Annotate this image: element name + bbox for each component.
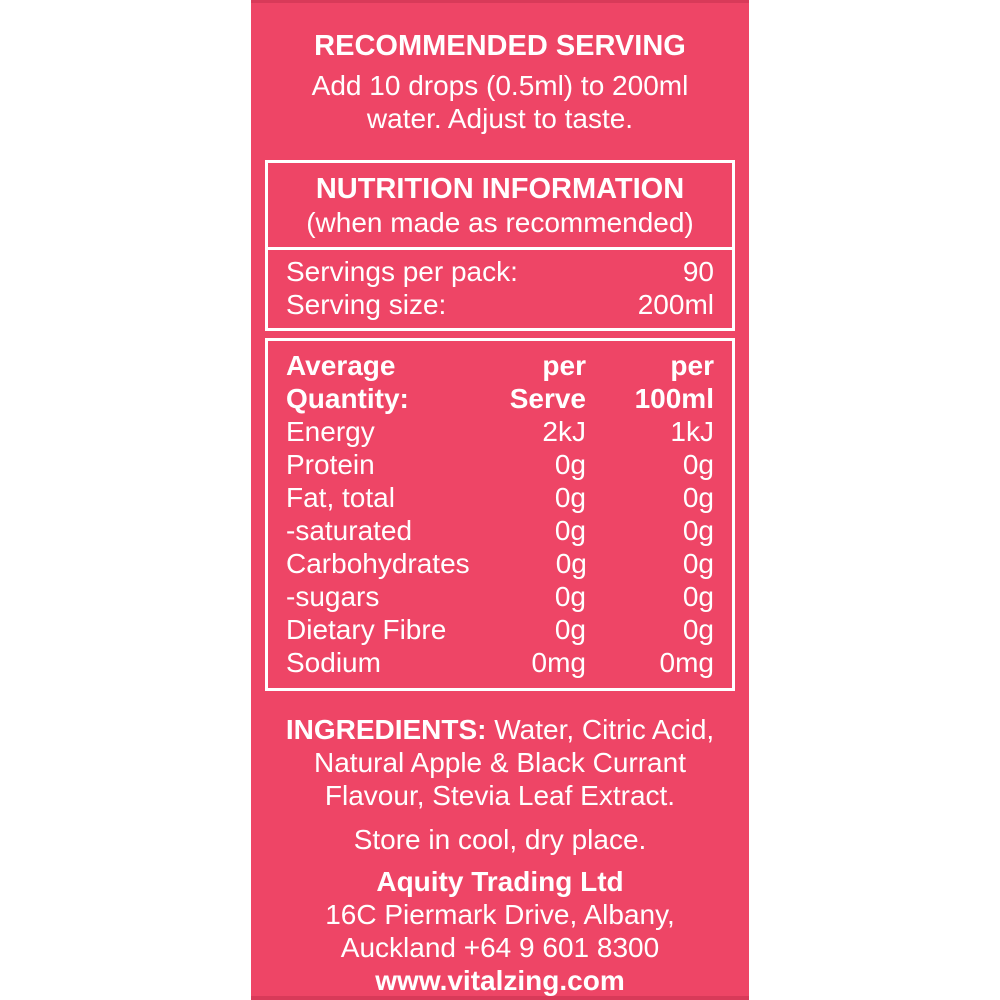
header-per-100ml-2: 100ml [634,383,714,414]
ingredients-section: INGREDIENTS: Water, Citric Acid, Natural… [251,713,749,812]
servings-per-pack-row: Servings per pack: 90 [286,255,714,288]
serving-size-row: Serving size: 200ml [286,288,714,321]
ingredients-line3: Flavour, Stevia Leaf Extract. [324,780,676,811]
row-per-100ml: 0mg [659,647,714,678]
distributor-name: Aquity Trading Ltd [376,866,624,897]
ingredients-label: INGREDIENTS: [285,714,487,745]
distributor-address-line2: Auckland +64 9 601 8300 [340,932,660,963]
row-per-100ml: 1kJ [670,416,714,447]
servings-rows: Servings per pack: 90 Serving size: 200m… [268,250,732,328]
servings-per-pack-value: 90 [682,256,714,287]
table-row: Protein 0g 0g [286,448,714,481]
row-per-serve: 2kJ [542,416,586,447]
storage-instructions: Store in cool, dry place. [353,824,647,855]
recommended-serving-section: RECOMMENDED SERVING Add 10 drops (0.5ml)… [251,30,749,135]
nutrition-information-title: NUTRITION INFORMATION [315,173,685,205]
product-label: RECOMMENDED SERVING Add 10 drops (0.5ml)… [251,0,749,1000]
table-row: Sodium 0mg 0mg [286,646,714,679]
row-per-100ml: 0g [682,581,714,612]
row-per-serve: 0mg [531,647,586,678]
table-row: Carbohydrates 0g 0g [286,547,714,580]
distributor-section: Aquity Trading Ltd 16C Piermark Drive, A… [251,865,749,997]
row-per-100ml: 0g [682,548,714,579]
row-per-serve: 0g [554,581,586,612]
ingredients-line2: Natural Apple & Black Currant [314,747,686,778]
row-per-100ml: 0g [682,482,714,513]
table-row: -sugars 0g 0g [286,580,714,613]
row-per-serve: 0g [554,482,586,513]
recommended-serving-line1: Add 10 drops (0.5ml) to 200ml [311,70,689,101]
header-per-serve-2: Serve [509,383,586,414]
row-per-serve: 0g [555,548,587,579]
nutrition-table: Average per per Quantity: Serve 100ml En… [265,338,735,691]
header-average: Average [286,350,396,381]
row-per-100ml: 0g [682,614,714,645]
row-name: Sodium [286,647,381,678]
row-name: Energy [286,416,375,447]
table-row: Energy 2kJ 1kJ [286,415,714,448]
row-name: Protein [286,449,375,480]
recommended-serving-line2: water. Adjust to taste. [366,103,634,134]
row-name: -sugars [286,581,380,612]
row-per-serve: 0g [554,449,586,480]
servings-per-pack-label: Servings per pack: [286,256,518,287]
website-url: www.vitalzing.com [375,965,625,996]
row-name: Fat, total [286,482,395,513]
table-header-row: Average per per [286,349,714,382]
recommended-serving-title: RECOMMENDED SERVING [314,30,686,62]
header-quantity: Quantity: [286,383,409,414]
row-per-100ml: 0g [682,515,714,546]
header-per-serve-1: per [542,350,586,381]
nutrition-information-box: NUTRITION INFORMATION (when made as reco… [265,160,735,331]
row-name: Carbohydrates [286,548,470,579]
distributor-address-line1: 16C Piermark Drive, Albany, [325,899,675,930]
nutrition-information-header: NUTRITION INFORMATION (when made as reco… [268,163,732,250]
ingredients-line1: INGREDIENTS: Water, Citric Acid, [251,713,749,746]
table-row: -saturated 0g 0g [286,514,714,547]
row-per-100ml: 0g [682,449,714,480]
serving-size-label: Serving size: [286,289,447,320]
row-name: Dietary Fibre [286,614,447,645]
ingredients-text-1: Water, Citric Acid, [486,714,715,745]
table-header-row: Quantity: Serve 100ml [286,382,714,415]
table-row: Dietary Fibre 0g 0g [286,613,714,646]
nutrition-information-subtitle: (when made as recommended) [306,207,694,238]
row-per-serve: 0g [554,614,586,645]
serving-size-value: 200ml [637,289,714,320]
table-row: Fat, total 0g 0g [286,481,714,514]
row-name: -saturated [286,515,413,546]
header-per-100ml-1: per [670,350,714,381]
row-per-serve: 0g [554,515,586,546]
